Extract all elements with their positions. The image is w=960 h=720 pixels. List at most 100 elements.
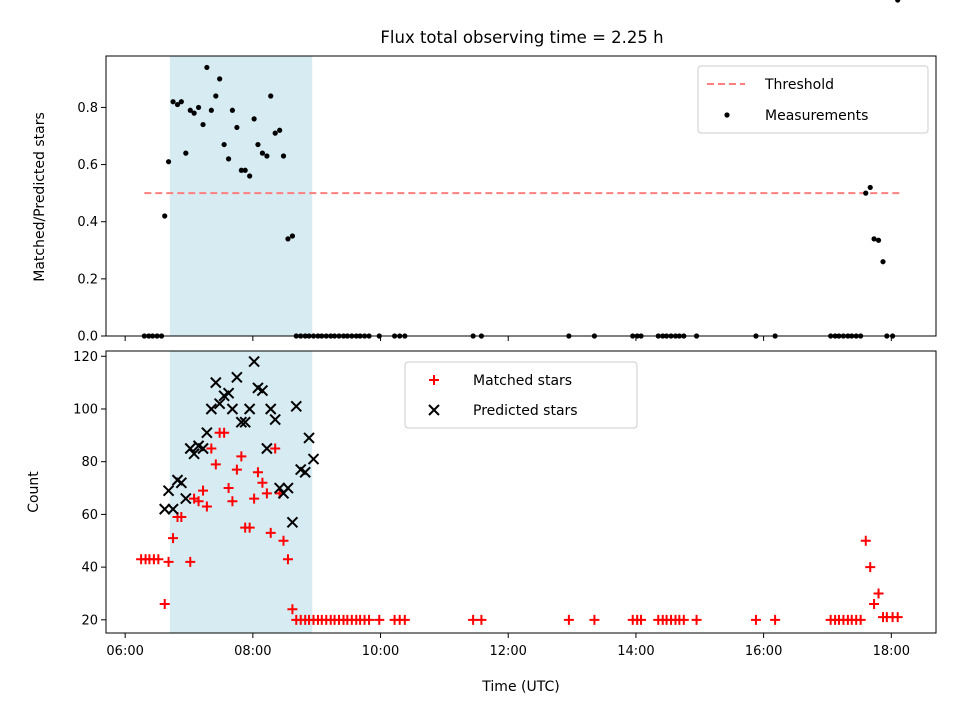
y-tick-label: 0.8 <box>77 101 98 116</box>
matched-star-point <box>691 614 702 625</box>
x-tick-label: 08:00 <box>234 644 271 659</box>
legend-predicted-label: Predicted stars <box>473 403 578 419</box>
predicted-star-point <box>205 403 218 415</box>
bottom-y-axis-label: Count <box>26 471 42 513</box>
matched-star-point <box>159 599 170 610</box>
matched-star-point <box>278 535 289 546</box>
predicted-star-point <box>226 403 239 415</box>
x-tick-label: 06:00 <box>106 644 143 659</box>
x-tick-label: 12:00 <box>489 644 526 659</box>
matched-star-point <box>865 562 876 573</box>
measurement-point <box>880 259 886 265</box>
predicted-star-point <box>261 442 273 455</box>
predicted-star-point <box>286 516 299 529</box>
measurement-point <box>165 159 172 165</box>
measurement-point <box>863 190 869 196</box>
matched-star-point <box>163 556 174 567</box>
predicted-star-point <box>303 432 315 444</box>
legend-predicted-swatch <box>428 404 440 416</box>
predicted-star-point <box>222 387 235 399</box>
matched-star-point <box>198 485 209 496</box>
measurement-point <box>875 237 882 243</box>
predicted-star-point <box>188 448 200 460</box>
measurement-point <box>200 121 206 128</box>
bottom-legend: Matched stars Predicted stars <box>404 361 638 429</box>
matched-star-point <box>364 614 375 625</box>
measurement-point <box>280 153 287 159</box>
measurement-point <box>242 167 248 173</box>
y-tick-label: 120 <box>73 350 98 365</box>
x-tick-label: 16:00 <box>745 644 782 659</box>
x-tick-label: 14:00 <box>617 644 654 659</box>
measurement-point <box>183 150 189 156</box>
matched-star-point <box>282 554 293 565</box>
y-tick-label: 0.2 <box>77 272 98 287</box>
matched-star-point <box>873 588 884 599</box>
matched-star-point <box>869 599 880 610</box>
measurement-point <box>213 93 219 99</box>
matched-star-point <box>252 467 263 478</box>
y-tick-label: 40 <box>81 561 98 576</box>
predicted-star-point <box>159 503 171 515</box>
legend-measurements-swatch <box>724 112 730 118</box>
matched-star-point <box>249 493 260 504</box>
matched-star-point <box>153 554 164 565</box>
y-tick-label: 0.0 <box>77 330 98 345</box>
matched-star-point <box>270 443 281 454</box>
predicted-star-point <box>162 484 175 497</box>
measurement-point <box>208 107 214 113</box>
matched-star-point <box>227 496 238 507</box>
matched-star-point <box>374 614 385 625</box>
predicted-star-point <box>299 466 311 478</box>
legend-threshold-label: Threshold <box>764 77 834 93</box>
matched-star-point <box>210 459 221 470</box>
predicted-star-point <box>235 416 248 428</box>
y-tick-label: 80 <box>81 455 98 470</box>
matched-star-point <box>244 522 255 533</box>
predicted-star-point <box>243 403 256 415</box>
top-y-axis-label: Matched/Predicted stars <box>32 112 48 282</box>
predicted-star-point <box>239 416 251 428</box>
matched-star-point <box>185 556 196 567</box>
matched-star-point <box>231 464 242 475</box>
measurement-point <box>255 141 261 148</box>
matched-star-point <box>589 614 600 625</box>
predicted-star-point <box>213 398 226 410</box>
legend-box <box>404 361 638 429</box>
measurement-point <box>178 99 184 105</box>
matched-star-point <box>860 535 871 546</box>
matched-star-point <box>176 512 187 523</box>
matched-star-point <box>219 427 230 438</box>
measurement-point <box>247 173 253 179</box>
measurement-point <box>268 93 274 99</box>
measurement-point <box>225 156 232 162</box>
predicted-star-point <box>197 442 209 455</box>
y-tick-label: 60 <box>81 508 98 523</box>
bottom-panel: 20 40 60 80 100 120 06:00 08:00 10:00 12:00 14:00 1… <box>73 350 937 659</box>
measurement-point <box>234 124 240 131</box>
measurement-point <box>174 101 181 108</box>
predicted-star-point <box>201 426 213 439</box>
measurement-point <box>277 127 283 133</box>
measurement-point <box>229 107 236 113</box>
measurement-point <box>238 167 244 173</box>
matched-star-point <box>750 614 761 625</box>
predicted-star-point <box>269 413 281 426</box>
axes-frame <box>105 55 937 337</box>
measurement-point <box>170 99 176 105</box>
y-tick-label: 0.6 <box>77 158 98 173</box>
matched-star-point <box>563 614 574 625</box>
observing-window-span <box>169 351 313 633</box>
predicted-star-point <box>184 442 196 455</box>
x-tick-label: 10:00 <box>362 644 399 659</box>
legend-box <box>697 65 929 134</box>
matched-star-point <box>193 496 204 507</box>
predicted-star-point <box>273 482 286 494</box>
predicted-star-point <box>180 492 192 505</box>
x-tick-label: 18:00 <box>873 644 910 659</box>
predicted-star-point <box>210 376 222 389</box>
matched-star-point <box>287 604 298 615</box>
matched-star-point <box>206 443 217 454</box>
y-tick-label: 0.4 <box>77 215 98 230</box>
